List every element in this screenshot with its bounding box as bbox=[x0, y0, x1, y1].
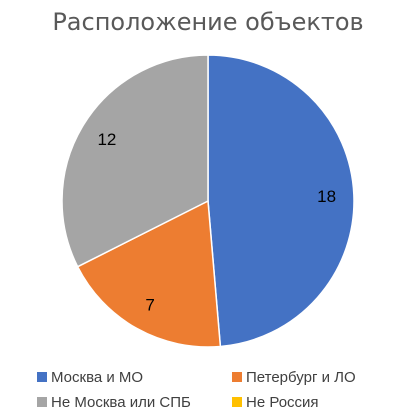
legend-swatch-2 bbox=[232, 372, 242, 382]
chart-legend: Москва и МО Петербург и ЛО Не Москва или С… bbox=[37, 369, 356, 411]
pie-slice-3 bbox=[61, 54, 209, 268]
chart-title: Расположение объектов bbox=[52, 8, 363, 36]
data-label-3: 12 bbox=[97, 130, 116, 149]
legend-label-1: Москва и МО bbox=[51, 369, 143, 386]
pie-slices bbox=[61, 54, 355, 348]
legend-label-3: Не Москва или СПБ bbox=[51, 394, 191, 411]
legend-swatch-4 bbox=[232, 397, 242, 407]
legend-label-2: Петербург и ЛО bbox=[246, 369, 356, 386]
legend-swatch-1 bbox=[37, 372, 47, 382]
pie-slice-2 bbox=[76, 199, 222, 348]
data-label-1: 18 bbox=[317, 187, 336, 206]
pie-slice-1 bbox=[207, 54, 355, 348]
legend-swatch-3 bbox=[37, 397, 47, 407]
pie-data-labels: 18 7 12 bbox=[97, 130, 336, 315]
legend-label-4: Не Россия bbox=[246, 394, 319, 411]
data-label-2: 7 bbox=[145, 296, 154, 315]
